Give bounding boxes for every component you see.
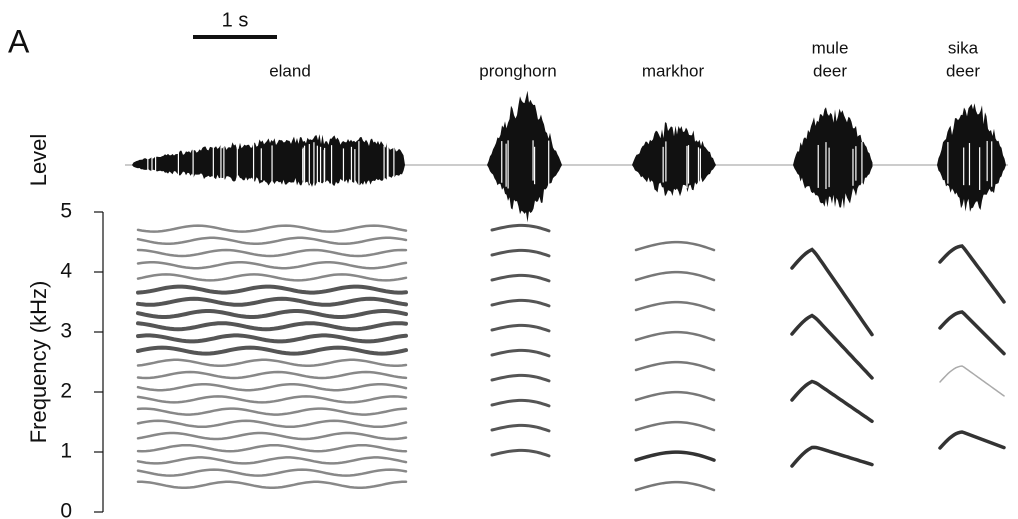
harmonic [138,250,406,256]
harmonic [138,482,406,488]
harmonic [492,275,549,281]
harmonic [636,452,714,460]
harmonic [636,242,714,250]
species-label: deer [813,61,847,80]
harmonic [492,250,549,256]
harmonic [792,447,872,466]
harmonic [138,311,406,317]
waveform [632,122,716,196]
y-tick-label: 2 [60,380,72,403]
harmonic [138,409,406,415]
harmonic [940,432,1004,448]
waveform [793,107,873,209]
harmonic [138,457,406,463]
harmonic [636,422,714,430]
harmonic [138,287,406,293]
harmonic [138,274,406,280]
harmonic [138,445,406,451]
waveform [132,134,410,187]
harmonic [138,360,406,366]
y-tick-label: 3 [60,320,72,343]
harmonic [492,350,549,356]
figure: A 1 s Level Frequency (kHz) 0 1 2 3 4 5 eland p… [0,0,1018,519]
species-label: deer [946,61,980,80]
harmonic [138,238,406,244]
harmonic [138,262,406,268]
harmonic [138,226,406,232]
harmonic [138,433,406,439]
y-tick-label: 4 [60,260,72,283]
harmonic [636,302,714,310]
harmonic [636,362,714,370]
species-label: mule [812,38,849,57]
harmonic [636,272,714,280]
harmonic [492,325,549,331]
harmonic [492,425,549,431]
harmonic [492,400,549,406]
y-axis-label: Frequency (kHz) [26,281,51,444]
harmonic [792,382,872,422]
scale-bar-label: 1 s [222,9,249,31]
harmonic [792,316,872,378]
harmonic [492,375,549,381]
y-tick-label: 0 [60,500,72,519]
harmonic [138,372,406,378]
harmonic [138,384,406,390]
harmonic [940,366,1004,396]
species-label: sika [948,38,979,57]
harmonic [138,348,406,354]
harmonic [138,396,406,402]
harmonic [492,225,549,231]
harmonic [940,312,1004,354]
harmonic [492,300,549,306]
harmonic [492,450,549,456]
waveform [487,91,562,223]
harmonic [636,332,714,340]
harmonic [138,421,406,427]
harmonic [940,246,1004,302]
harmonic [138,323,406,329]
y-tick-label: 1 [60,440,72,463]
level-label: Level [26,134,51,187]
species-label: eland [269,61,311,80]
harmonic [138,335,406,341]
harmonic [636,482,714,490]
harmonic [138,470,406,476]
harmonic [138,299,406,305]
harmonic [636,392,714,400]
y-tick-label: 5 [60,200,72,223]
species-label: markhor [642,61,705,80]
panel-label: A [8,23,30,59]
species-label: pronghorn [479,61,557,80]
